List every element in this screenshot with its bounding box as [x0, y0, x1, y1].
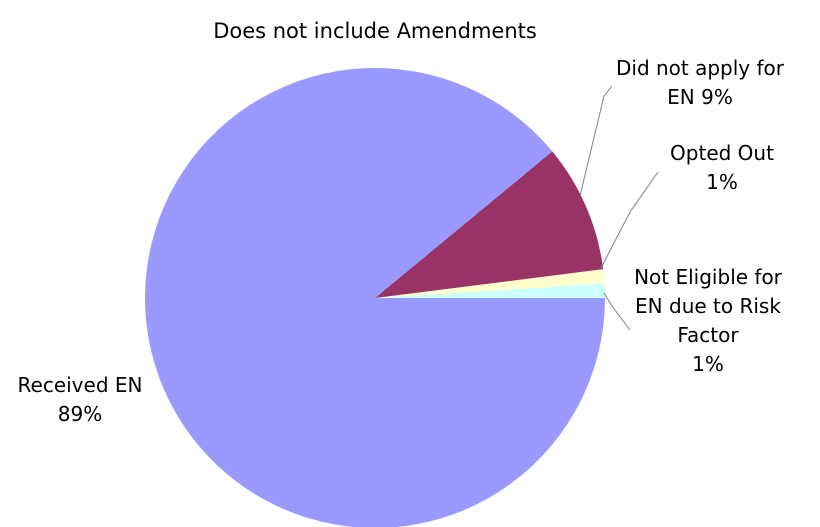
- pie-slice: [375, 283, 606, 298]
- slice-label: Did not apply for EN 9%: [616, 56, 785, 109]
- slice-label-line: Not Eligible for: [634, 265, 783, 289]
- leader-line: [579, 85, 613, 197]
- slice-label-line: 89%: [58, 402, 102, 426]
- leader-lines: [579, 85, 659, 331]
- slice-label-line: Did not apply for: [616, 56, 785, 80]
- leader-line: [603, 292, 631, 331]
- slice-label: Opted Out 1%: [670, 141, 774, 194]
- slice-label-line: 1%: [706, 170, 738, 194]
- slice-label-line: Opted Out: [670, 141, 774, 165]
- slice-label-line: EN due to Risk: [635, 294, 781, 318]
- leader-line: [600, 171, 659, 269]
- pie-slice: [375, 151, 604, 298]
- slice-label-line: 1%: [692, 352, 724, 376]
- pie-slices: [145, 67, 606, 527]
- pie-slice: [375, 269, 605, 298]
- slice-label: Not Eligible for EN due to Risk Factor 1%: [634, 265, 783, 376]
- pie-slice: [145, 67, 605, 527]
- slice-label: Received EN 89%: [18, 373, 143, 426]
- slice-labels: Not Eligible for EN due to Risk Factor 1%Op…: [18, 56, 785, 426]
- slice-label-line: EN 9%: [667, 85, 733, 109]
- slice-label-line: Received EN: [18, 373, 143, 397]
- chart-title: Does not include Amendments: [213, 19, 537, 43]
- slice-label-line: Factor: [677, 323, 739, 347]
